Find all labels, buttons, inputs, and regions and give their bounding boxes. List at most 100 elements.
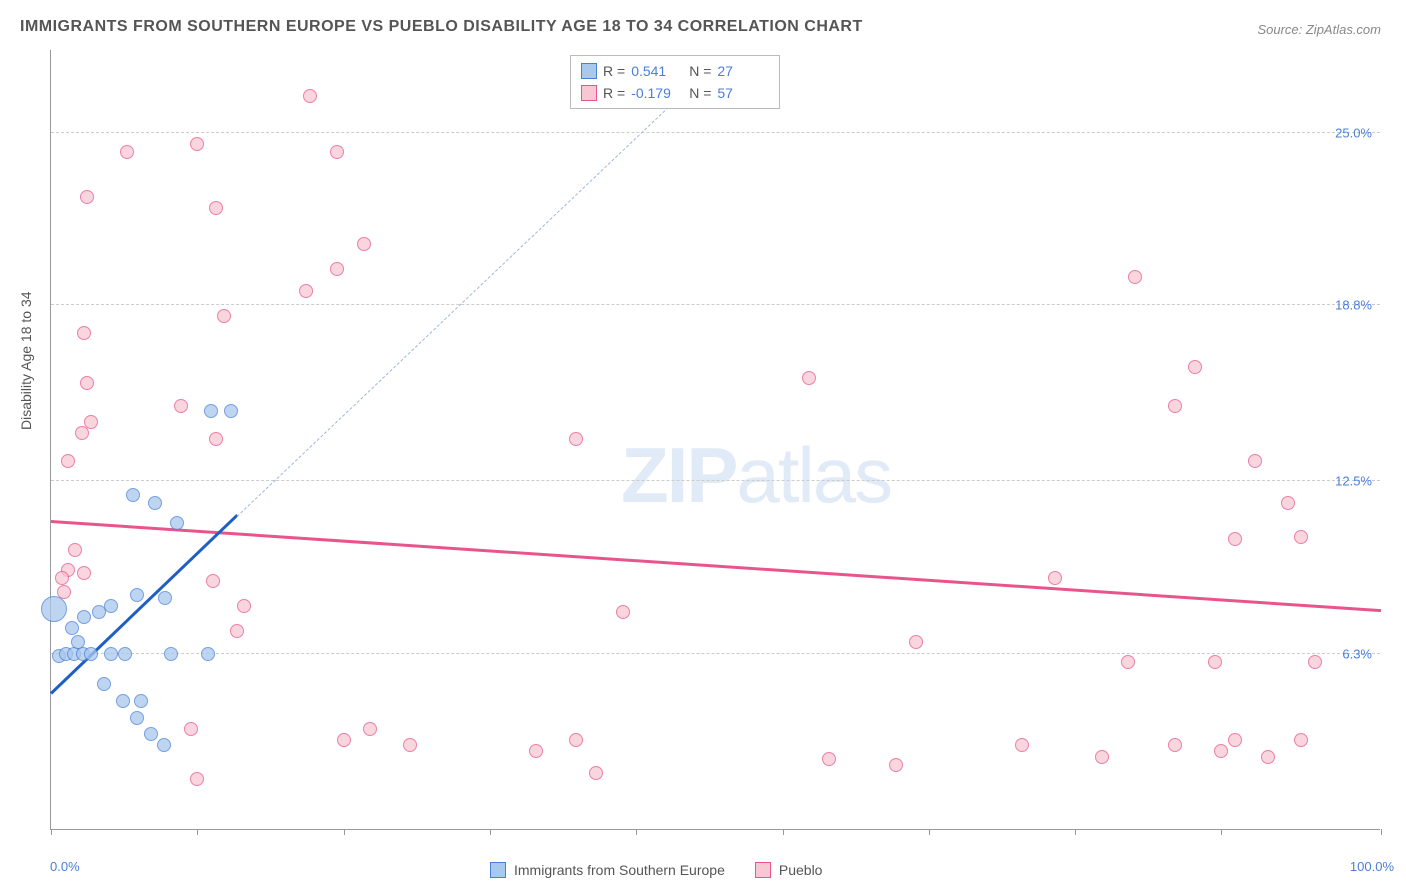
- legend-item-1: Immigrants from Southern Europe: [490, 862, 725, 878]
- x-tick: [636, 829, 637, 835]
- chart-container: { "title": "IMMIGRANTS FROM SOUTHERN EUR…: [0, 0, 1406, 892]
- data-point: [1168, 738, 1182, 752]
- data-point: [529, 744, 543, 758]
- trendline: [50, 514, 238, 694]
- watermark-light: atlas: [736, 431, 891, 519]
- data-point: [77, 326, 91, 340]
- stat-r-value-1: 0.541: [631, 60, 683, 82]
- x-axis-min-label: 0.0%: [50, 859, 80, 874]
- data-point: [77, 610, 91, 624]
- data-point: [206, 574, 220, 588]
- x-tick: [929, 829, 930, 835]
- gridline: [51, 132, 1380, 133]
- x-tick: [344, 829, 345, 835]
- data-point: [1214, 744, 1228, 758]
- data-point: [1048, 571, 1062, 585]
- watermark: ZIPatlas: [621, 430, 891, 521]
- data-point: [148, 496, 162, 510]
- stats-row-series2: R = -0.179 N = 57: [581, 82, 769, 104]
- data-point: [209, 201, 223, 215]
- x-axis-max-label: 100.0%: [1350, 859, 1394, 874]
- data-point: [57, 585, 71, 599]
- stat-r-value-2: -0.179: [631, 82, 683, 104]
- data-point: [84, 647, 98, 661]
- legend-label-2: Pueblo: [779, 862, 823, 878]
- data-point: [118, 647, 132, 661]
- data-point: [201, 647, 215, 661]
- data-point: [55, 571, 69, 585]
- gridline: [51, 653, 1380, 654]
- stat-r-label: R =: [603, 60, 625, 82]
- legend-label-1: Immigrants from Southern Europe: [514, 862, 725, 878]
- data-point: [120, 145, 134, 159]
- x-tick: [1221, 829, 1222, 835]
- data-point: [104, 647, 118, 661]
- data-point: [1095, 750, 1109, 764]
- data-point: [1294, 733, 1308, 747]
- gridline: [51, 480, 1380, 481]
- data-point: [616, 605, 630, 619]
- stat-r-label: R =: [603, 82, 625, 104]
- data-point: [1248, 454, 1262, 468]
- x-tick: [197, 829, 198, 835]
- data-point: [77, 566, 91, 580]
- data-point: [84, 415, 98, 429]
- data-point: [224, 404, 238, 418]
- legend-item-2: Pueblo: [755, 862, 823, 878]
- stat-n-label: N =: [689, 60, 711, 82]
- gridline: [51, 304, 1380, 305]
- x-tick: [1381, 829, 1382, 835]
- data-point: [134, 694, 148, 708]
- data-point: [1188, 360, 1202, 374]
- x-tick: [51, 829, 52, 835]
- data-point: [330, 145, 344, 159]
- data-point: [130, 588, 144, 602]
- data-point: [230, 624, 244, 638]
- data-point: [303, 89, 317, 103]
- legend-swatch-2: [755, 862, 771, 878]
- source-name: ZipAtlas.com: [1306, 22, 1381, 37]
- x-tick: [1075, 829, 1076, 835]
- data-point: [217, 309, 231, 323]
- x-tick: [783, 829, 784, 835]
- x-tick: [490, 829, 491, 835]
- data-point: [1308, 655, 1322, 669]
- y-axis-label: Disability Age 18 to 34: [18, 291, 34, 430]
- data-point: [158, 591, 172, 605]
- source-attribution: Source: ZipAtlas.com: [1257, 22, 1381, 37]
- data-point: [174, 399, 188, 413]
- data-point: [1121, 655, 1135, 669]
- stats-box: R = 0.541 N = 27 R = -0.179 N = 57: [570, 55, 780, 109]
- data-point: [157, 738, 171, 752]
- data-point: [97, 677, 111, 691]
- legend-swatch-1: [490, 862, 506, 878]
- data-point: [1228, 532, 1242, 546]
- data-point: [71, 635, 85, 649]
- data-point: [116, 694, 130, 708]
- swatch-series2: [581, 85, 597, 101]
- data-point: [357, 237, 371, 251]
- chart-title: IMMIGRANTS FROM SOUTHERN EUROPE VS PUEBL…: [20, 18, 863, 36]
- stat-n-value-2: 57: [717, 82, 769, 104]
- legend: Immigrants from Southern Europe Pueblo: [490, 862, 822, 878]
- y-tick-label: 12.5%: [1335, 473, 1372, 488]
- source-prefix: Source:: [1257, 22, 1305, 37]
- data-point: [1261, 750, 1275, 764]
- data-point: [1294, 530, 1308, 544]
- data-point: [126, 488, 140, 502]
- y-tick-label: 6.3%: [1342, 646, 1372, 661]
- data-point: [403, 738, 417, 752]
- data-point: [822, 752, 836, 766]
- y-tick-label: 18.8%: [1335, 298, 1372, 313]
- data-point: [75, 426, 89, 440]
- plot-area: ZIPatlas 6.3% 12.5% 18.8% 25.0%: [50, 50, 1380, 830]
- data-point: [889, 758, 903, 772]
- y-tick-label: 25.0%: [1335, 125, 1372, 140]
- data-point: [68, 543, 82, 557]
- stat-n-value-1: 27: [717, 60, 769, 82]
- data-point: [204, 404, 218, 418]
- data-point: [909, 635, 923, 649]
- data-point: [237, 599, 251, 613]
- data-point: [209, 432, 223, 446]
- data-point: [1168, 399, 1182, 413]
